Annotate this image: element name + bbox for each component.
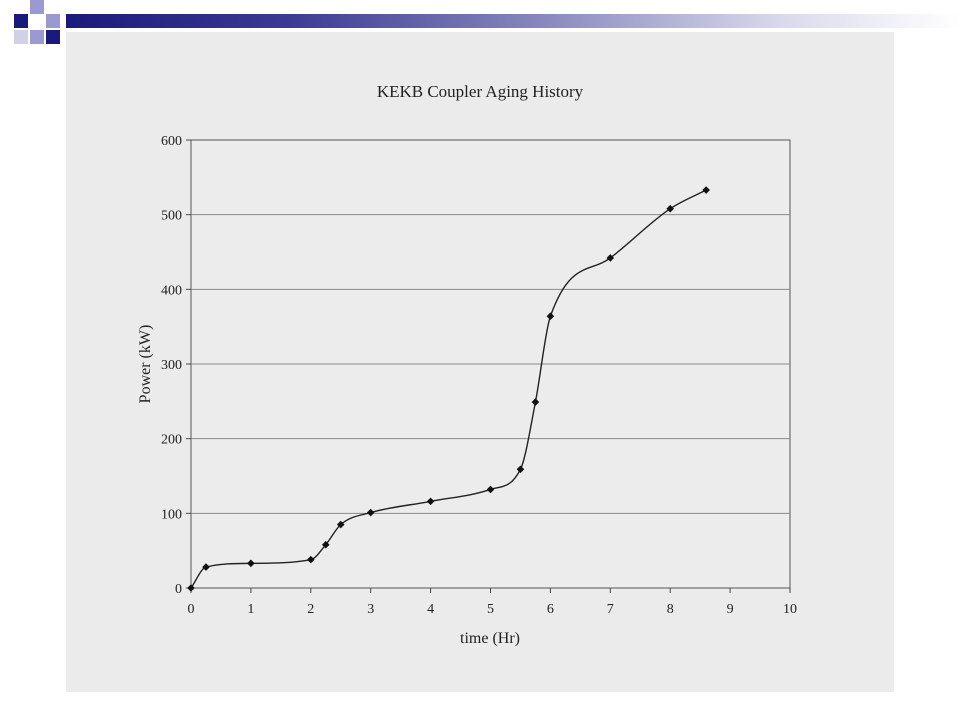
y-axis-label: Power (kW) <box>137 325 154 404</box>
y-tick-label: 200 <box>161 433 182 448</box>
data-point-marker <box>546 312 555 321</box>
x-tick-label: 3 <box>367 602 374 617</box>
x-axis-label: time (Hr) <box>460 630 520 647</box>
x-tick-labels: 0 1 2 3 4 5 6 7 8 9 10 <box>188 588 797 617</box>
data-point-marker <box>702 186 710 194</box>
y-tick-label: 100 <box>161 507 182 522</box>
data-point-marker <box>321 540 330 549</box>
corner-square-dark-2 <box>46 30 60 44</box>
x-tick-label: 0 <box>188 602 195 617</box>
corner-square-light-2 <box>46 14 60 28</box>
data-point-marker <box>426 497 435 506</box>
series-line <box>190 189 707 589</box>
corner-square-light-4 <box>14 30 28 44</box>
x-tick-label: 7 <box>607 602 614 617</box>
x-tick-label: 2 <box>307 602 314 617</box>
data-point-marker <box>307 555 315 564</box>
x-tick-label: 1 <box>247 602 254 617</box>
data-point-marker <box>486 485 495 494</box>
y-tick-label: 500 <box>161 209 182 224</box>
data-point-marker <box>202 563 210 571</box>
data-point-marker <box>336 520 345 529</box>
data-point-marker <box>366 508 375 517</box>
data-point-marker <box>516 465 525 474</box>
data-point-marker <box>531 398 540 406</box>
y-tick-label: 300 <box>161 358 182 373</box>
data-point-marker <box>606 254 615 262</box>
y-tick-label: 0 <box>175 582 182 597</box>
x-tick-label: 10 <box>783 602 797 617</box>
corner-square-dark-1 <box>14 14 28 28</box>
x-tick-label: 4 <box>427 602 434 617</box>
data-point-marker <box>187 584 195 592</box>
y-tick-labels: 0 100 200 300 400 500 600 <box>161 134 191 597</box>
title-bar <box>66 14 960 28</box>
x-tick-label: 9 <box>727 602 734 617</box>
x-tick-label: 5 <box>487 602 494 617</box>
x-tick-label: 6 <box>547 602 554 617</box>
data-point-marker <box>666 204 674 213</box>
y-tick-label: 600 <box>161 134 182 149</box>
corner-square-light-1 <box>30 0 44 14</box>
corner-square-light-3 <box>30 30 44 44</box>
series-markers <box>187 186 710 592</box>
x-tick-label: 8 <box>667 602 674 617</box>
y-tick-label: 400 <box>161 283 182 298</box>
gridlines <box>191 214 790 514</box>
chart-title: KEKB Coupler Aging History <box>377 82 584 101</box>
data-point-marker <box>247 559 255 568</box>
